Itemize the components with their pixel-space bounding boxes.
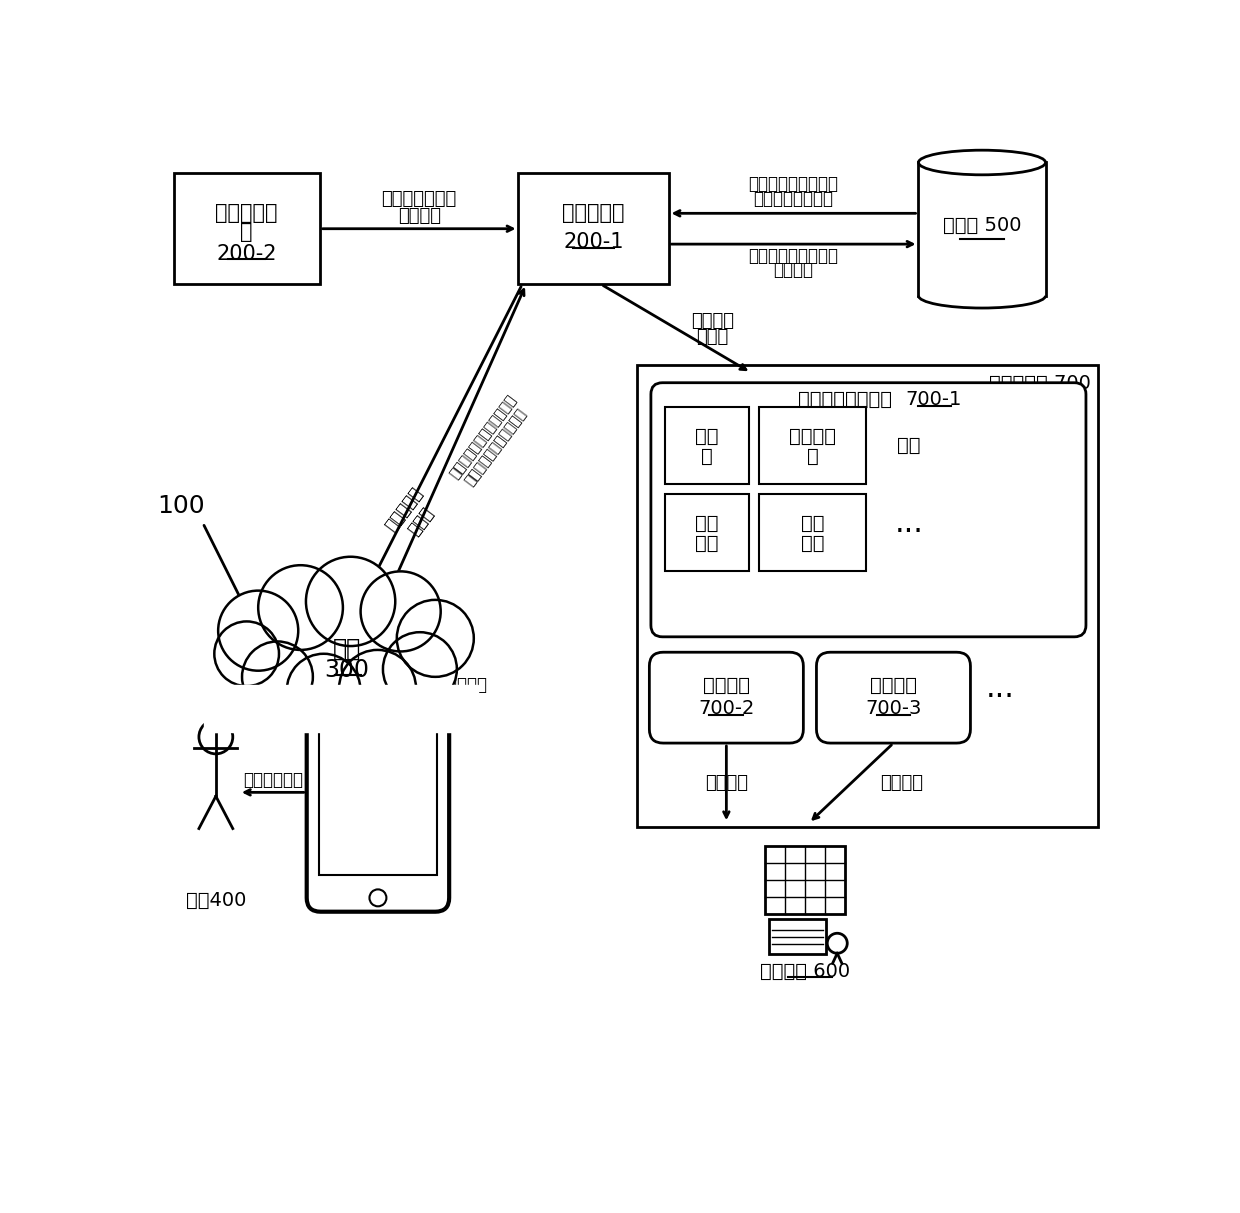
- Text: 第三方服务器节点: 第三方服务器节点: [799, 391, 893, 409]
- Circle shape: [383, 632, 456, 706]
- Text: 态的内容: 态的内容: [398, 207, 440, 226]
- Bar: [205, 685, 477, 731]
- Bar: [765, 847, 844, 915]
- Text: 登记注册: 登记注册: [704, 774, 748, 792]
- Text: 账本: 账本: [897, 437, 920, 455]
- Text: 共识: 共识: [696, 514, 719, 534]
- FancyBboxPatch shape: [651, 383, 1086, 637]
- Text: 登记注册: 登记注册: [879, 774, 923, 792]
- Circle shape: [242, 642, 312, 712]
- Text: 200-1: 200-1: [563, 232, 624, 252]
- Text: 功能: 功能: [801, 534, 825, 553]
- Bar: [919, 163, 1045, 296]
- Text: 700-1: 700-1: [905, 391, 962, 409]
- Text: 网络: 网络: [332, 637, 361, 660]
- FancyBboxPatch shape: [650, 653, 804, 744]
- Text: 200-2: 200-2: [217, 244, 277, 263]
- Text: 终端节点: 终端节点: [703, 676, 750, 695]
- Text: 上报异常状态通知: 上报异常状态通知: [407, 676, 487, 694]
- Circle shape: [306, 557, 396, 647]
- Text: 在索引中记录内容的: 在索引中记录内容的: [749, 246, 838, 264]
- Text: 排序: 排序: [801, 514, 825, 534]
- Text: 接收响应结果: 接收响应结果: [243, 771, 303, 788]
- Text: 链: 链: [702, 448, 713, 466]
- Circle shape: [258, 565, 343, 650]
- Bar: [174, 172, 320, 284]
- Bar: [769, 919, 826, 955]
- Text: 关键字匹配的内容: 关键字匹配的内容: [754, 190, 833, 209]
- Circle shape: [215, 621, 279, 687]
- Circle shape: [339, 650, 417, 727]
- Text: 推送处于异常状: 推送处于异常状: [382, 190, 456, 209]
- Bar: [637, 365, 1097, 827]
- Circle shape: [361, 571, 440, 651]
- Text: 异常状态: 异常状态: [774, 261, 813, 279]
- Text: 700-3: 700-3: [866, 699, 921, 718]
- Text: ···: ···: [894, 518, 924, 547]
- FancyBboxPatch shape: [306, 680, 449, 912]
- Text: 库: 库: [807, 448, 818, 466]
- Text: 查询与存: 查询与存: [691, 312, 734, 330]
- Text: 搜索服务器: 搜索服务器: [562, 203, 625, 223]
- Text: 100: 100: [157, 494, 205, 518]
- Text: 器: 器: [241, 222, 253, 243]
- FancyBboxPatch shape: [816, 653, 971, 744]
- Bar: [759, 495, 867, 571]
- Text: 功能: 功能: [696, 534, 719, 553]
- Bar: [319, 708, 436, 875]
- Text: 终端节点: 终端节点: [870, 676, 916, 695]
- Circle shape: [286, 654, 361, 728]
- Circle shape: [218, 591, 299, 671]
- Text: 储交易: 储交易: [697, 328, 729, 346]
- Text: 认证中心 600: 认证中心 600: [760, 962, 849, 980]
- Bar: [759, 408, 867, 484]
- Ellipse shape: [919, 150, 1045, 175]
- Bar: [665, 495, 749, 571]
- Text: 第三方服务: 第三方服务: [216, 203, 278, 223]
- Circle shape: [397, 600, 474, 677]
- Bar: [665, 408, 749, 484]
- Text: 终端400: 终端400: [186, 890, 246, 910]
- Text: 索引库 500: 索引库 500: [942, 216, 1022, 235]
- Text: 区块: 区块: [696, 427, 719, 446]
- Text: 上报异常状
态通知: 上报异常状 态通知: [382, 484, 443, 547]
- Text: 过滤处于异常状态的内容，
并将剩余内容返回至终端: 过滤处于异常状态的内容， 并将剩余内容返回至终端: [446, 393, 532, 491]
- Text: 发送搜索请求: 发送搜索请求: [294, 691, 355, 708]
- Text: 获取与搜索请求中的: 获取与搜索请求中的: [749, 175, 838, 193]
- Text: 状态数据: 状态数据: [789, 427, 836, 446]
- Text: 700-2: 700-2: [698, 699, 755, 718]
- Bar: [518, 172, 668, 284]
- Text: 300: 300: [324, 657, 370, 682]
- Text: ···: ···: [986, 683, 1014, 712]
- Text: 区块链网络 700: 区块链网络 700: [990, 375, 1091, 393]
